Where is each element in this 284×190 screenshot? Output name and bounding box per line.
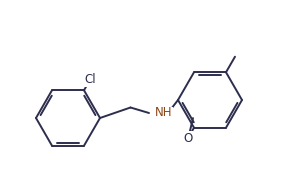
Text: Cl: Cl bbox=[84, 73, 96, 86]
Text: NH: NH bbox=[155, 107, 172, 120]
Text: O: O bbox=[183, 132, 193, 145]
